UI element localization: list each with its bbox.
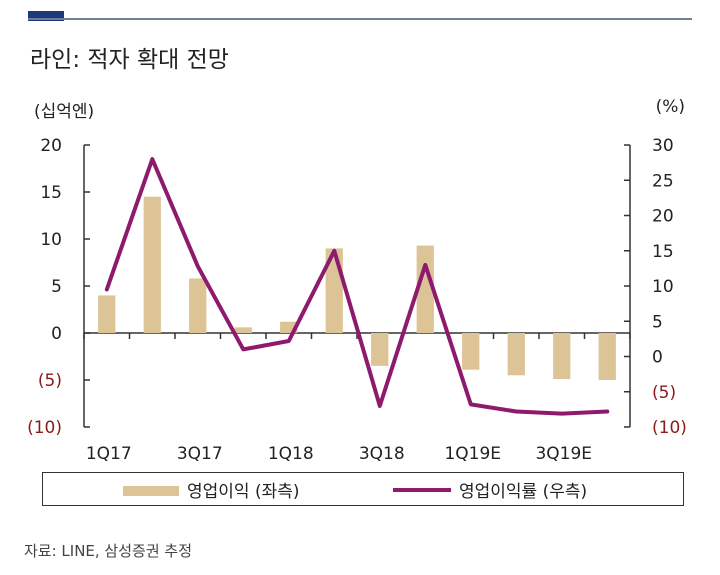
bar-operating-profit	[143, 196, 161, 333]
right-tick-label: 15	[652, 242, 674, 262]
bar-operating-profit	[507, 333, 525, 376]
left-tick-label: 0	[51, 324, 62, 344]
left-tick-label: 15	[40, 183, 62, 203]
legend: 영업이익 (좌측) 영업이익률 (우측)	[42, 472, 684, 506]
right-tick-label: 5	[652, 312, 663, 332]
left-tick-label: 20	[40, 136, 62, 156]
legend-line-label: 영업이익률 (우측)	[459, 482, 588, 502]
x-tick-label: 1Q19E	[444, 444, 501, 464]
right-tick-label: 25	[652, 171, 674, 191]
header-rule	[28, 18, 692, 20]
left-tick-label: (10)	[27, 418, 62, 438]
bar-operating-profit	[98, 295, 116, 333]
combo-chart: 20 15 10 5 0 (5) (10) 30 25 20 15 10 5 0 (5) (10) 1Q17 3Q…	[27, 136, 687, 464]
right-tick-label: 20	[652, 207, 674, 227]
bar-operating-profit	[462, 333, 480, 370]
bar-operating-profit	[598, 333, 616, 380]
left-tick-label: 10	[40, 230, 62, 250]
x-tick-label: 3Q19E	[535, 444, 592, 464]
right-axis-unit: (%)	[655, 97, 685, 117]
header-accent-bar	[28, 11, 64, 21]
source-note: 자료: LINE, 삼성증권 추정	[24, 542, 193, 560]
legend-bar-swatch	[123, 486, 179, 496]
right-tick-label: 30	[652, 136, 674, 156]
right-tick-label: 0	[652, 348, 663, 368]
right-tick-label: (5)	[652, 383, 676, 403]
legend-bar-label: 영업이익 (좌측)	[187, 482, 300, 502]
chart-title: 라인: 적자 확대 전망	[30, 47, 229, 73]
x-tick-label: 3Q17	[177, 444, 223, 464]
right-tick-label: 10	[652, 277, 674, 297]
x-tick-label: 3Q18	[359, 444, 405, 464]
bar-operating-profit	[280, 321, 298, 333]
right-tick-label: (10)	[652, 418, 687, 438]
bar-operating-profit	[234, 327, 252, 333]
line-operating-margin	[104, 157, 610, 416]
bar-operating-profit	[189, 278, 207, 333]
legend-line-swatch	[393, 488, 451, 492]
x-tick-label: 1Q17	[86, 444, 132, 464]
bar-operating-profit	[416, 245, 434, 333]
bar-operating-profit	[371, 333, 389, 366]
left-tick-label: (5)	[38, 371, 62, 391]
bar-operating-profit	[553, 333, 571, 380]
left-axis-unit: (십억엔)	[34, 102, 95, 122]
left-tick-label: 5	[51, 277, 62, 297]
x-tick-label: 1Q18	[268, 444, 314, 464]
